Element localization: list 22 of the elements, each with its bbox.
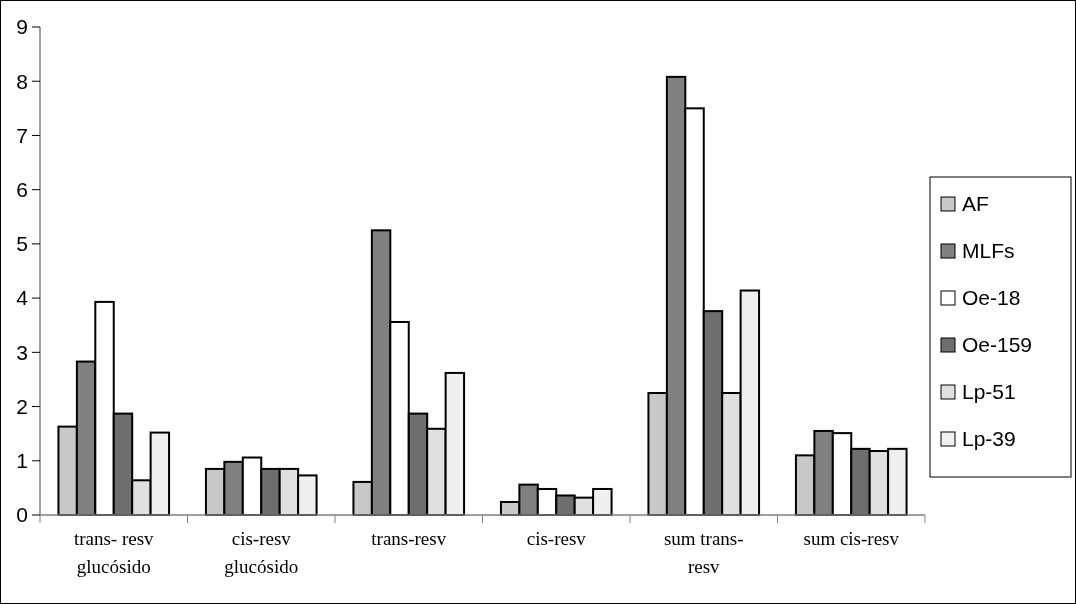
y-tick-label: 8 [16,69,28,93]
y-tick-label: 0 [16,503,28,527]
x-tick-label: trans-resv [371,528,447,549]
y-tick-label: 6 [16,178,28,202]
y-tick-label: 5 [16,232,28,256]
legend-label: MLFs [962,239,1015,263]
legend-label: Lp-51 [962,380,1016,404]
y-tick-label: 2 [16,394,28,418]
x-tick-label: trans- resv glucósido [73,528,155,577]
x-tick-label: cis-resv [526,528,587,549]
legend-label: AF [962,192,989,216]
legend-label: Lp-39 [962,427,1016,451]
legend-label: Oe-18 [962,286,1021,310]
y-tick-label: 9 [16,15,28,39]
y-tick-label: 1 [16,449,28,473]
y-tick-label: 4 [16,286,29,310]
x-tick-label: sum trans-resv [663,528,744,577]
legend-label: Oe-159 [962,333,1033,357]
y-tick-label: 7 [16,123,28,147]
y-tick-label: 3 [16,340,28,364]
x-tick-label: sum cis-resv [803,528,900,549]
x-tick-label: cis-resv glucósido [224,528,299,577]
